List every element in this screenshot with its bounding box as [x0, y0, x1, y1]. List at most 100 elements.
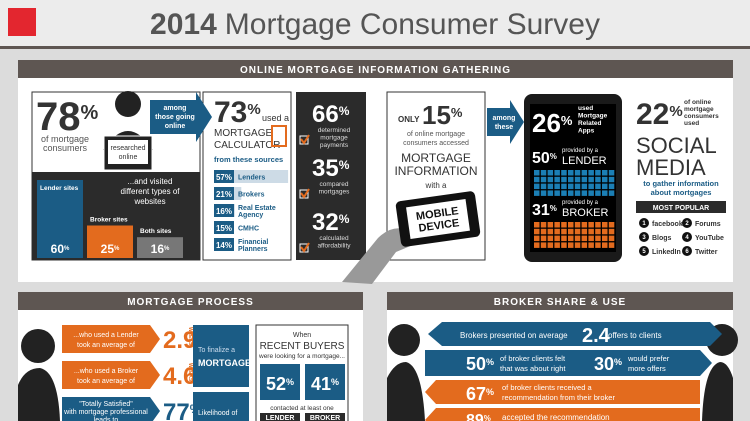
label: 52%: [266, 374, 294, 394]
grid-square: [608, 170, 615, 176]
label: to gather information: [643, 179, 719, 188]
label: MOST POPULAR: [653, 205, 709, 212]
value-box: [214, 238, 234, 251]
site-bar: [87, 225, 133, 258]
arrow: [487, 100, 524, 144]
header-rule: [0, 46, 750, 49]
label: Agency: [238, 212, 263, 219]
percent-sign: %: [614, 357, 622, 367]
grid-square: [554, 228, 560, 235]
percent-sign: %: [339, 104, 350, 118]
grid-square: [568, 242, 574, 248]
grid-square: [588, 242, 594, 248]
percent-sign: %: [114, 246, 120, 252]
label: contacted at least one: [270, 405, 334, 412]
big-percent: 50%: [532, 150, 557, 167]
number: 52: [266, 374, 286, 394]
value-label: 25%: [101, 242, 120, 256]
value-box: [214, 204, 234, 217]
grid-square: [534, 222, 540, 228]
label: mortgage: [320, 135, 348, 142]
grid-square: [574, 190, 581, 196]
label: about mortgages: [651, 188, 712, 197]
grid-square: [602, 235, 608, 242]
label: Blogs: [652, 235, 672, 242]
label: Planners: [238, 246, 268, 253]
label: Lenders: [238, 175, 265, 182]
grid-square: [602, 170, 608, 176]
grid-square: [574, 183, 581, 190]
percent-sign: %: [81, 102, 99, 124]
value-label: 60%: [51, 242, 70, 256]
panel-header: [18, 60, 733, 78]
label: LENDER: [562, 155, 607, 167]
label: Mortgage: [578, 113, 608, 120]
grid-square: [608, 183, 615, 190]
person-head: [21, 329, 55, 363]
label: MORTGAGE: [198, 358, 251, 368]
grid-square: [547, 235, 554, 242]
strip: [62, 325, 160, 353]
label: with a: [425, 181, 447, 190]
label: MOBILE: [415, 205, 459, 223]
grid-square: [588, 176, 594, 183]
check: [300, 242, 310, 253]
label: that was about right: [500, 364, 566, 373]
grid-square: [534, 235, 540, 242]
grid-square: [574, 242, 581, 248]
value-label: 15%: [216, 224, 232, 233]
grid-square: [581, 183, 588, 190]
grid-square: [568, 183, 574, 190]
grid-square: [574, 235, 581, 242]
grid-square: [561, 176, 567, 183]
label: MEDIA: [636, 155, 706, 180]
label: Related: [578, 120, 602, 127]
title-text: Mortgage Consumer Survey: [225, 8, 600, 41]
label: LinkedIn: [652, 249, 681, 256]
label: RECENT BUYERS: [260, 341, 345, 352]
grid-square: [595, 190, 601, 196]
value-box: [305, 364, 345, 400]
label: BROKER: [562, 207, 609, 219]
grid-square: [581, 235, 588, 242]
rank-dot: [682, 218, 692, 228]
label: 2.4: [582, 325, 611, 347]
label: 3: [642, 235, 646, 241]
grid-square: [561, 242, 567, 248]
section-border: [386, 91, 486, 261]
label: mortgages: [319, 189, 350, 196]
label: LENDER: [266, 415, 295, 421]
value-box: [214, 187, 234, 200]
strip: [62, 361, 160, 389]
label: To finalize a: [198, 347, 235, 354]
number: 31: [532, 202, 550, 219]
grid-square: [608, 222, 615, 228]
label-box: [260, 413, 300, 421]
grid-square: [588, 222, 594, 228]
label: online: [165, 123, 186, 130]
panel-header: [18, 292, 363, 310]
label: ...who used a Lender: [73, 332, 139, 339]
rank-dot: [639, 232, 649, 242]
big-percent: 31%: [532, 202, 557, 219]
percent-sign: %: [331, 377, 339, 387]
label: 5: [642, 249, 646, 255]
calculator-icon: [271, 125, 287, 147]
title-year: 2014: [150, 8, 217, 41]
percent-sign: %: [247, 101, 260, 118]
label: of mortgage: [41, 134, 89, 144]
grid-square: [574, 170, 581, 176]
grid-square: [540, 176, 547, 183]
label: with mortgage professional: [63, 409, 148, 416]
big-value: 4.6: [163, 363, 196, 390]
number: 50: [466, 354, 486, 374]
site-bar: [37, 180, 83, 258]
label: compared: [320, 181, 349, 188]
value-box: [214, 221, 234, 234]
hand: [342, 228, 420, 284]
grid-square: [595, 176, 601, 183]
label: of online: [684, 99, 711, 106]
label: 41%: [311, 374, 339, 394]
grid-square: [554, 183, 560, 190]
grid-square: [602, 176, 608, 183]
